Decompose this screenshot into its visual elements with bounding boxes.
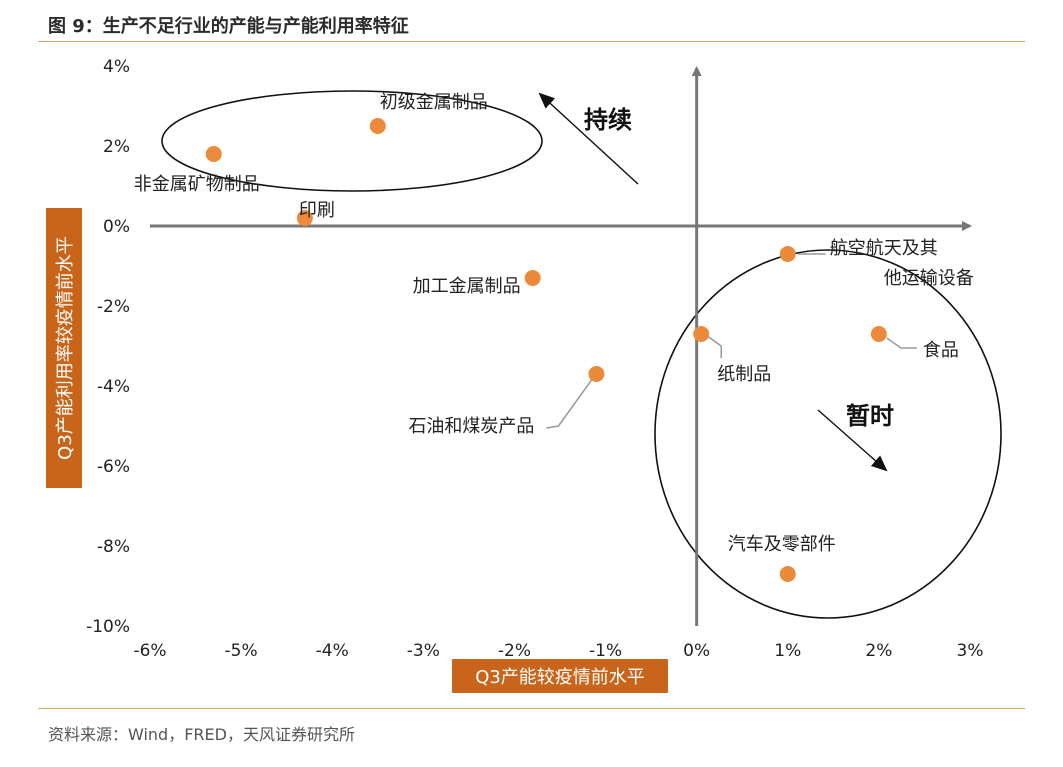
- temporary-group-ellipse: [654, 249, 1002, 619]
- persistent-annotation: 持续: [584, 106, 632, 134]
- y-tick-label: -6%: [97, 457, 130, 477]
- y-tick-label: -4%: [97, 377, 130, 397]
- persistent-group-ellipse: [161, 90, 543, 192]
- y-tick-label: -8%: [97, 537, 130, 557]
- data-point: [369, 118, 386, 134]
- y-tick-label: 2%: [103, 137, 130, 157]
- x-tick-label: 0%: [683, 641, 710, 661]
- persistent-arrow: [538, 92, 639, 185]
- data-point: [524, 270, 541, 286]
- x-tick-label: -1%: [589, 641, 622, 661]
- point-label: 他运输设备: [884, 268, 974, 289]
- point-label: 航空航天及其: [830, 238, 938, 259]
- data-point: [779, 566, 796, 582]
- y-tick-label: -10%: [86, 617, 130, 637]
- x-tick-label: -2%: [498, 641, 531, 661]
- data-point: [296, 210, 313, 226]
- point-label: 加工金属制品: [413, 276, 521, 297]
- point-label: 汽车及零部件: [728, 534, 836, 555]
- bottom-rule: [38, 708, 1025, 709]
- x-tick-label: 1%: [774, 641, 801, 661]
- data-point: [588, 366, 605, 382]
- point-label: 石油和煤炭产品: [408, 416, 534, 437]
- data-point: [870, 326, 887, 342]
- y-tick-label: 0%: [103, 217, 130, 237]
- point-label: 印刷: [299, 200, 335, 221]
- data-point: [693, 326, 710, 342]
- leader-line: [706, 335, 722, 358]
- y-tick-label: 4%: [103, 57, 130, 77]
- x-tick-label: -5%: [225, 641, 258, 661]
- x-tick-label: -4%: [316, 641, 349, 661]
- point-label: 非金属矿物制品: [134, 174, 260, 195]
- x-axis-label: Q3产能较疫情前水平: [452, 659, 668, 693]
- figure-title: 图 9：生产不足行业的产能与产能利用率特征: [48, 16, 409, 37]
- top-rule: [38, 41, 1025, 42]
- temporary-annotation: 暂时: [846, 402, 894, 430]
- x-tick-label: 3%: [957, 641, 984, 661]
- point-label: 初级金属制品: [380, 92, 488, 113]
- x-tick-label: -6%: [133, 641, 166, 661]
- leader-line: [886, 337, 917, 349]
- y-tick-label: -2%: [97, 297, 130, 317]
- x-tick-label: 2%: [865, 641, 892, 661]
- temporary-arrow: [817, 409, 888, 472]
- x-tick-label: -3%: [407, 641, 440, 661]
- leader-line: [546, 375, 596, 429]
- data-point: [205, 146, 222, 162]
- point-label: 食品: [923, 340, 959, 361]
- point-label: 纸制品: [717, 364, 771, 385]
- y-axis-label: Q3产能利用率较疫情前水平: [46, 208, 82, 488]
- data-point: [779, 246, 796, 262]
- source-note: 资料来源：Wind，FRED，天风证券研究所: [48, 725, 355, 744]
